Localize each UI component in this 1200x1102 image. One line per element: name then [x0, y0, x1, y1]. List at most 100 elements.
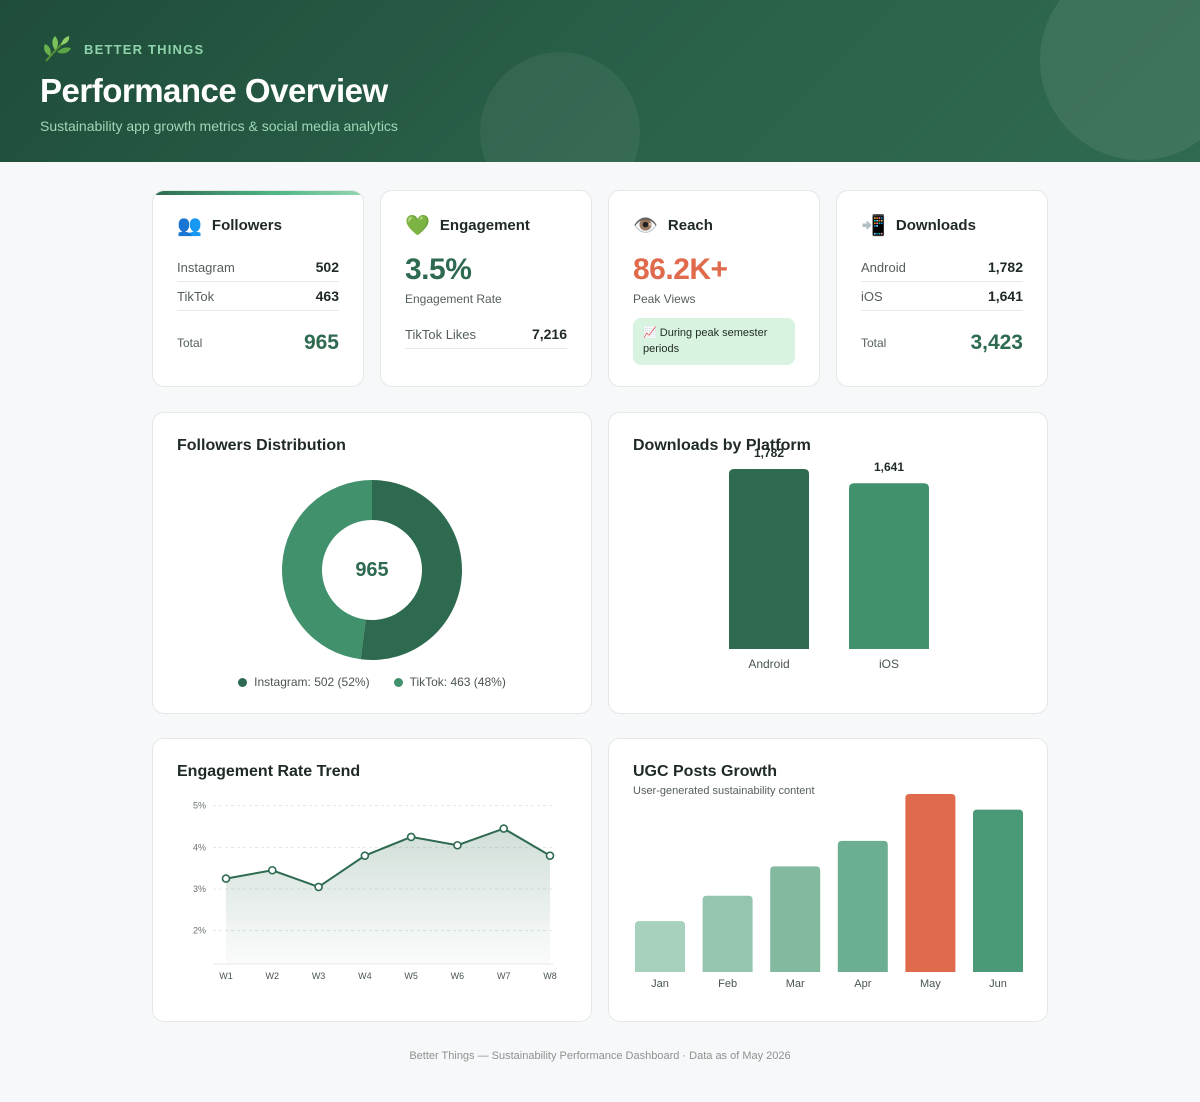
stat-label: Instagram — [177, 259, 235, 275]
engagement-trend-panel: Engagement Rate Trend 5% 4% 3% 2% W1 W2 W3 W4 W5… — [152, 738, 592, 1022]
legend-item-tiktok: TikTok: 463 (48%) — [393, 675, 506, 689]
bar-category-label: Mar — [786, 978, 805, 990]
bar-category-label: May — [920, 978, 941, 990]
leaf-icon — [44, 36, 71, 62]
page-subtitle: Sustainability app growth metrics & soci… — [40, 118, 398, 134]
total-label: Total — [177, 336, 203, 350]
stat-value: 7,216 — [531, 326, 567, 342]
x-tick-label: W6 — [451, 971, 465, 981]
brand-name: BETTER THINGS — [84, 41, 205, 57]
followers-distribution-panel: Followers Distribution 965 Instagram: 50… — [152, 412, 592, 714]
trend-point-w5[interactable] — [406, 832, 416, 842]
downloads-card: 📲 Downloads Android 1,782 iOS 1,641 Tota… — [836, 190, 1048, 387]
trend-point-w6[interactable] — [453, 840, 462, 850]
bar-jun[interactable] — [973, 809, 1023, 972]
brand: BETTER THINGS — [40, 32, 204, 66]
legend-label: Instagram: 502 (52%) — [254, 675, 370, 689]
y-tick-label: 3% — [193, 884, 206, 894]
donut-slice-tiktok[interactable] — [282, 480, 372, 660]
x-tick-label: W2 — [266, 971, 280, 981]
trend-point-w3[interactable] — [314, 882, 323, 892]
trend-area — [226, 828, 550, 964]
eye-icon: 👁️ — [633, 213, 658, 237]
decorative-circle — [480, 52, 640, 162]
footer-text: Better Things — Sustainability Performan… — [409, 1050, 791, 1062]
header-banner: BETTER THINGS Performance Overview Susta… — [0, 0, 1200, 162]
bar-value-label: 1,782 — [754, 446, 784, 460]
stat-value: 1,641 — [987, 288, 1023, 304]
x-tick-label: W3 — [312, 971, 326, 981]
panel-title: Followers Distribution — [177, 437, 346, 454]
bar-may[interactable] — [905, 793, 956, 972]
stat-value: 463 — [315, 288, 339, 304]
legend-swatch — [393, 677, 403, 687]
panel-subtitle: User-generated sustainability content — [633, 785, 815, 797]
bar-feb[interactable] — [702, 895, 753, 972]
trend-point-w4[interactable] — [360, 851, 370, 860]
bar-category-label: Android — [748, 657, 789, 671]
total-row: Total 3,423 — [861, 331, 1023, 355]
bar-value-label: 1,641 — [874, 460, 904, 474]
legend-item-instagram: Instagram: 502 (52%) — [238, 675, 370, 689]
x-tick-label: W8 — [543, 971, 557, 981]
stat-row-tiktok: TikTok 463 — [177, 282, 339, 311]
panel-title: Downloads by Platform — [633, 437, 811, 454]
note-text: During peak semester periods — [643, 327, 768, 355]
stat-row-instagram: Instagram 502 — [177, 253, 339, 282]
bar-ios[interactable] — [849, 483, 929, 649]
card-title: Engagement — [439, 216, 530, 234]
x-tick-label: W7 — [497, 971, 511, 981]
donut-chart: 965 — [282, 480, 462, 660]
donut-slice-instagram[interactable] — [360, 480, 462, 660]
trend-point-w1[interactable] — [221, 874, 231, 883]
reach-card: 👁️ Reach 86.2K+ Peak Views 📈 During peak… — [608, 190, 820, 387]
bar-category-label: Jan — [651, 978, 669, 990]
donut-legend: Instagram: 502 (52%) TikTok: 463 (48%) — [153, 675, 591, 689]
card-title: Reach — [667, 216, 713, 234]
ugc-bar-chart: Jan Feb Mar Apr May Jun — [635, 793, 1023, 990]
bar-mar[interactable] — [770, 866, 821, 972]
trend-point-w2[interactable] — [267, 865, 277, 875]
bar-category-label: Feb — [718, 978, 737, 990]
card-accent-bar — [153, 191, 363, 195]
stat-label: TikTok — [177, 288, 215, 304]
bar-category-label: iOS — [879, 657, 899, 671]
total-value: 3,423 — [970, 331, 1023, 354]
y-tick-label: 4% — [193, 842, 206, 852]
stat-label: Android — [861, 259, 906, 275]
bar-category-label: Jun — [989, 978, 1007, 990]
page-title: Performance Overview — [40, 72, 388, 109]
stat-label: iOS — [861, 288, 883, 304]
mobile-download-icon: 📲 — [861, 213, 886, 237]
peak-views-value: 86.2K+ — [633, 253, 728, 286]
trend-line — [225, 827, 551, 889]
trend-point-w7[interactable] — [499, 824, 509, 833]
green-heart-icon: 💚 — [405, 213, 430, 237]
donut-center-label: 965 — [355, 559, 388, 581]
bar-android[interactable] — [729, 469, 809, 649]
panel-title: Engagement Rate Trend — [177, 763, 361, 780]
stat-label: TikTok Likes — [405, 326, 477, 342]
y-tick-label: 5% — [193, 801, 206, 811]
metric-caption: Engagement Rate — [405, 292, 502, 306]
stat-row-ios: iOS 1,641 — [861, 282, 1023, 311]
total-value: 965 — [303, 331, 339, 354]
metric-caption: Peak Views — [633, 292, 696, 306]
total-row: Total 965 — [177, 331, 339, 355]
x-tick-label: W1 — [219, 971, 233, 981]
x-tick-label: W5 — [404, 971, 418, 981]
downloads-by-platform-panel: 1,782 Android 1,641 iOS Downloads by Platfo… — [608, 412, 1048, 714]
downloads-bar-chart: 1,782 Android 1,641 iOS — [729, 446, 929, 671]
legend-label: TikTok: 463 (48%) — [409, 675, 506, 689]
stat-value: 502 — [315, 259, 339, 275]
engagement-line-chart: 5% 4% 3% 2% W1 W2 W3 W4 W5 W6 W7 W8 — [193, 801, 557, 981]
chart-increasing-icon: 📈 — [643, 326, 657, 339]
trend-point-w8[interactable] — [545, 851, 555, 860]
followers-card: 👥 Followers Instagram 502 TikTok 463 Tot… — [152, 190, 364, 387]
bar-category-label: Apr — [854, 978, 871, 990]
people-icon: 👥 — [177, 213, 202, 237]
bar-apr[interactable] — [837, 840, 888, 972]
card-title: Followers — [211, 216, 282, 234]
bar-jan[interactable] — [635, 921, 685, 972]
stat-row-android: Android 1,782 — [861, 253, 1023, 282]
